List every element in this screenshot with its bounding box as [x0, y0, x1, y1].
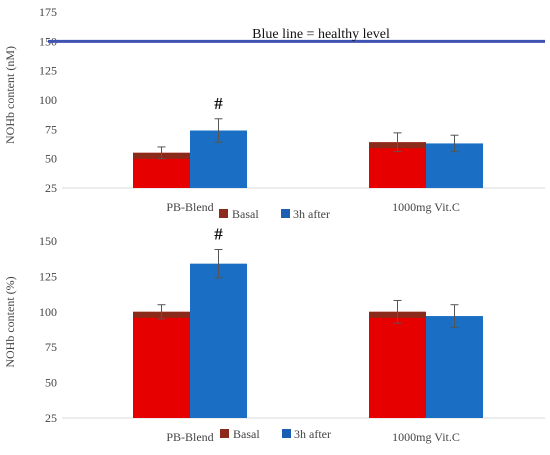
top-x-tick-labels: PB-Blend 1000mg Vit.C — [166, 200, 460, 214]
top-error-bar-basal-1 — [157, 146, 166, 160]
top-legend-label-basal: Basal — [232, 207, 259, 221]
top-x-tick-label: 1000mg Vit.C — [392, 200, 460, 214]
top-legend-swatch-3h-after — [281, 209, 290, 218]
bot-bar-basal-2 — [369, 311, 426, 418]
top-error-bar-3h-after-1 — [214, 118, 223, 143]
top-error-bar-3h-after-2 — [450, 134, 459, 153]
bottom-legend-swatch-3h-after — [282, 429, 291, 438]
bot-error-bar-3h-after-1 — [214, 248, 223, 279]
bot-error-bar-basal-2 — [393, 299, 402, 324]
bottom-legend-swatch-basal — [220, 429, 229, 438]
bot-bar-3h-after-2 — [426, 316, 483, 418]
top-reference-label: Blue line = healthy level — [252, 27, 390, 42]
top-legend-label-3h-after: 3h after — [293, 207, 330, 221]
top-error-bar-basal-2 — [393, 132, 402, 153]
top-y-tick-label: 25 — [45, 181, 57, 195]
bot-error-bar-basal-1 — [157, 304, 166, 320]
top-significance-marker: # — [214, 94, 223, 113]
top-y-axis-label: NOHb content (nM) — [3, 46, 17, 144]
bot-bar-3h-after-1 — [190, 263, 247, 418]
bot-error-bar-3h-after-2 — [450, 304, 459, 328]
bot-x-tick-label: 1000mg Vit.C — [392, 430, 460, 444]
top-x-tick-label: PB-Blend — [166, 200, 213, 214]
top-legend: Basal 3h after — [219, 207, 330, 221]
bottom-legend-label-3h-after: 3h after — [294, 427, 331, 441]
bottom-y-ticks: 25 50 75 100 125 150 — [39, 234, 57, 425]
bot-y-tick-label: 150 — [39, 234, 57, 248]
bot-bar-basal-1 — [133, 311, 190, 418]
bot-y-tick-label: 125 — [39, 269, 57, 283]
bottom-bars: # — [133, 224, 483, 418]
bot-y-tick-label: 100 — [39, 305, 57, 319]
top-y-tick-label: 75 — [45, 122, 57, 136]
top-y-tick-label: 175 — [39, 5, 57, 19]
top-y-tick-label: 100 — [39, 93, 57, 107]
bottom-legend-label-basal: Basal — [233, 427, 260, 441]
bot-y-tick-label: 75 — [45, 340, 57, 354]
bottom-y-axis-label: NOHb content (%) — [3, 276, 17, 367]
bot-significance-marker: # — [214, 224, 223, 243]
bottom-x-tick-labels: PB-Blend 1000mg Vit.C — [166, 430, 460, 444]
bottom-legend: Basal 3h after — [220, 427, 331, 441]
bot-y-tick-label: 25 — [45, 411, 57, 425]
top-bars: # — [133, 94, 483, 188]
top-legend-swatch-basal — [219, 209, 228, 218]
top-y-tick-label: 125 — [39, 64, 57, 78]
top-y-tick-label: 50 — [45, 152, 57, 166]
bot-x-tick-label: PB-Blend — [166, 430, 213, 444]
bottom-chart: NOHb content (%) 25 50 75 100 125 150 # PB-Bl… — [3, 224, 545, 444]
bot-y-tick-label: 50 — [45, 376, 57, 390]
